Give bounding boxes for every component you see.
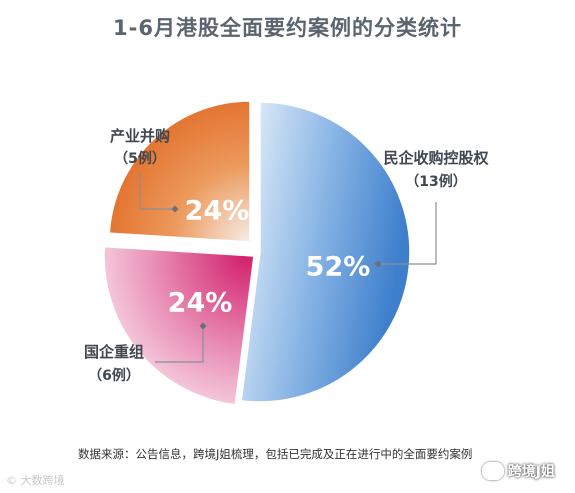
slice-count-label-0: （13例） — [405, 173, 466, 190]
leader-line-1 — [155, 326, 204, 363]
leader-line-0 — [378, 202, 437, 265]
slice-name-label-0: 民企收购控股权 — [383, 149, 489, 167]
slice-name-label-2: 产业并购 — [110, 127, 170, 145]
slice-name-label-1: 国企重组 — [84, 343, 144, 361]
slice-percent-label-1: 24% — [168, 288, 233, 319]
leader-line-2 — [139, 172, 175, 210]
leader-dot-0 — [374, 260, 382, 268]
slice-count-label-1: （6例） — [88, 367, 140, 384]
wechat-icon — [481, 462, 504, 480]
chart-title: 1-6月港股全面要约案例的分类统计 — [113, 16, 462, 40]
source-note: 数据来源：公告信息，跨境J姐梳理，包括已完成及正在进行中的全面要约案例 — [78, 447, 473, 461]
slice-percent-label-0: 52% — [306, 252, 371, 283]
leader-dot-1 — [199, 322, 207, 330]
watermark-right-text: 跨境J姐 — [507, 464, 555, 480]
watermark-left: © 大数跨境 — [6, 474, 65, 487]
leader-dot-2 — [171, 205, 179, 213]
slice-count-label-2: （5例） — [114, 150, 166, 167]
slice-percent-label-2: 24% — [185, 196, 250, 227]
pie-slice-1 — [103, 245, 255, 406]
watermark-right: 跨境J姐 — [481, 461, 555, 481]
pie-slice-0 — [240, 101, 411, 403]
pie-slice-2 — [108, 100, 251, 243]
